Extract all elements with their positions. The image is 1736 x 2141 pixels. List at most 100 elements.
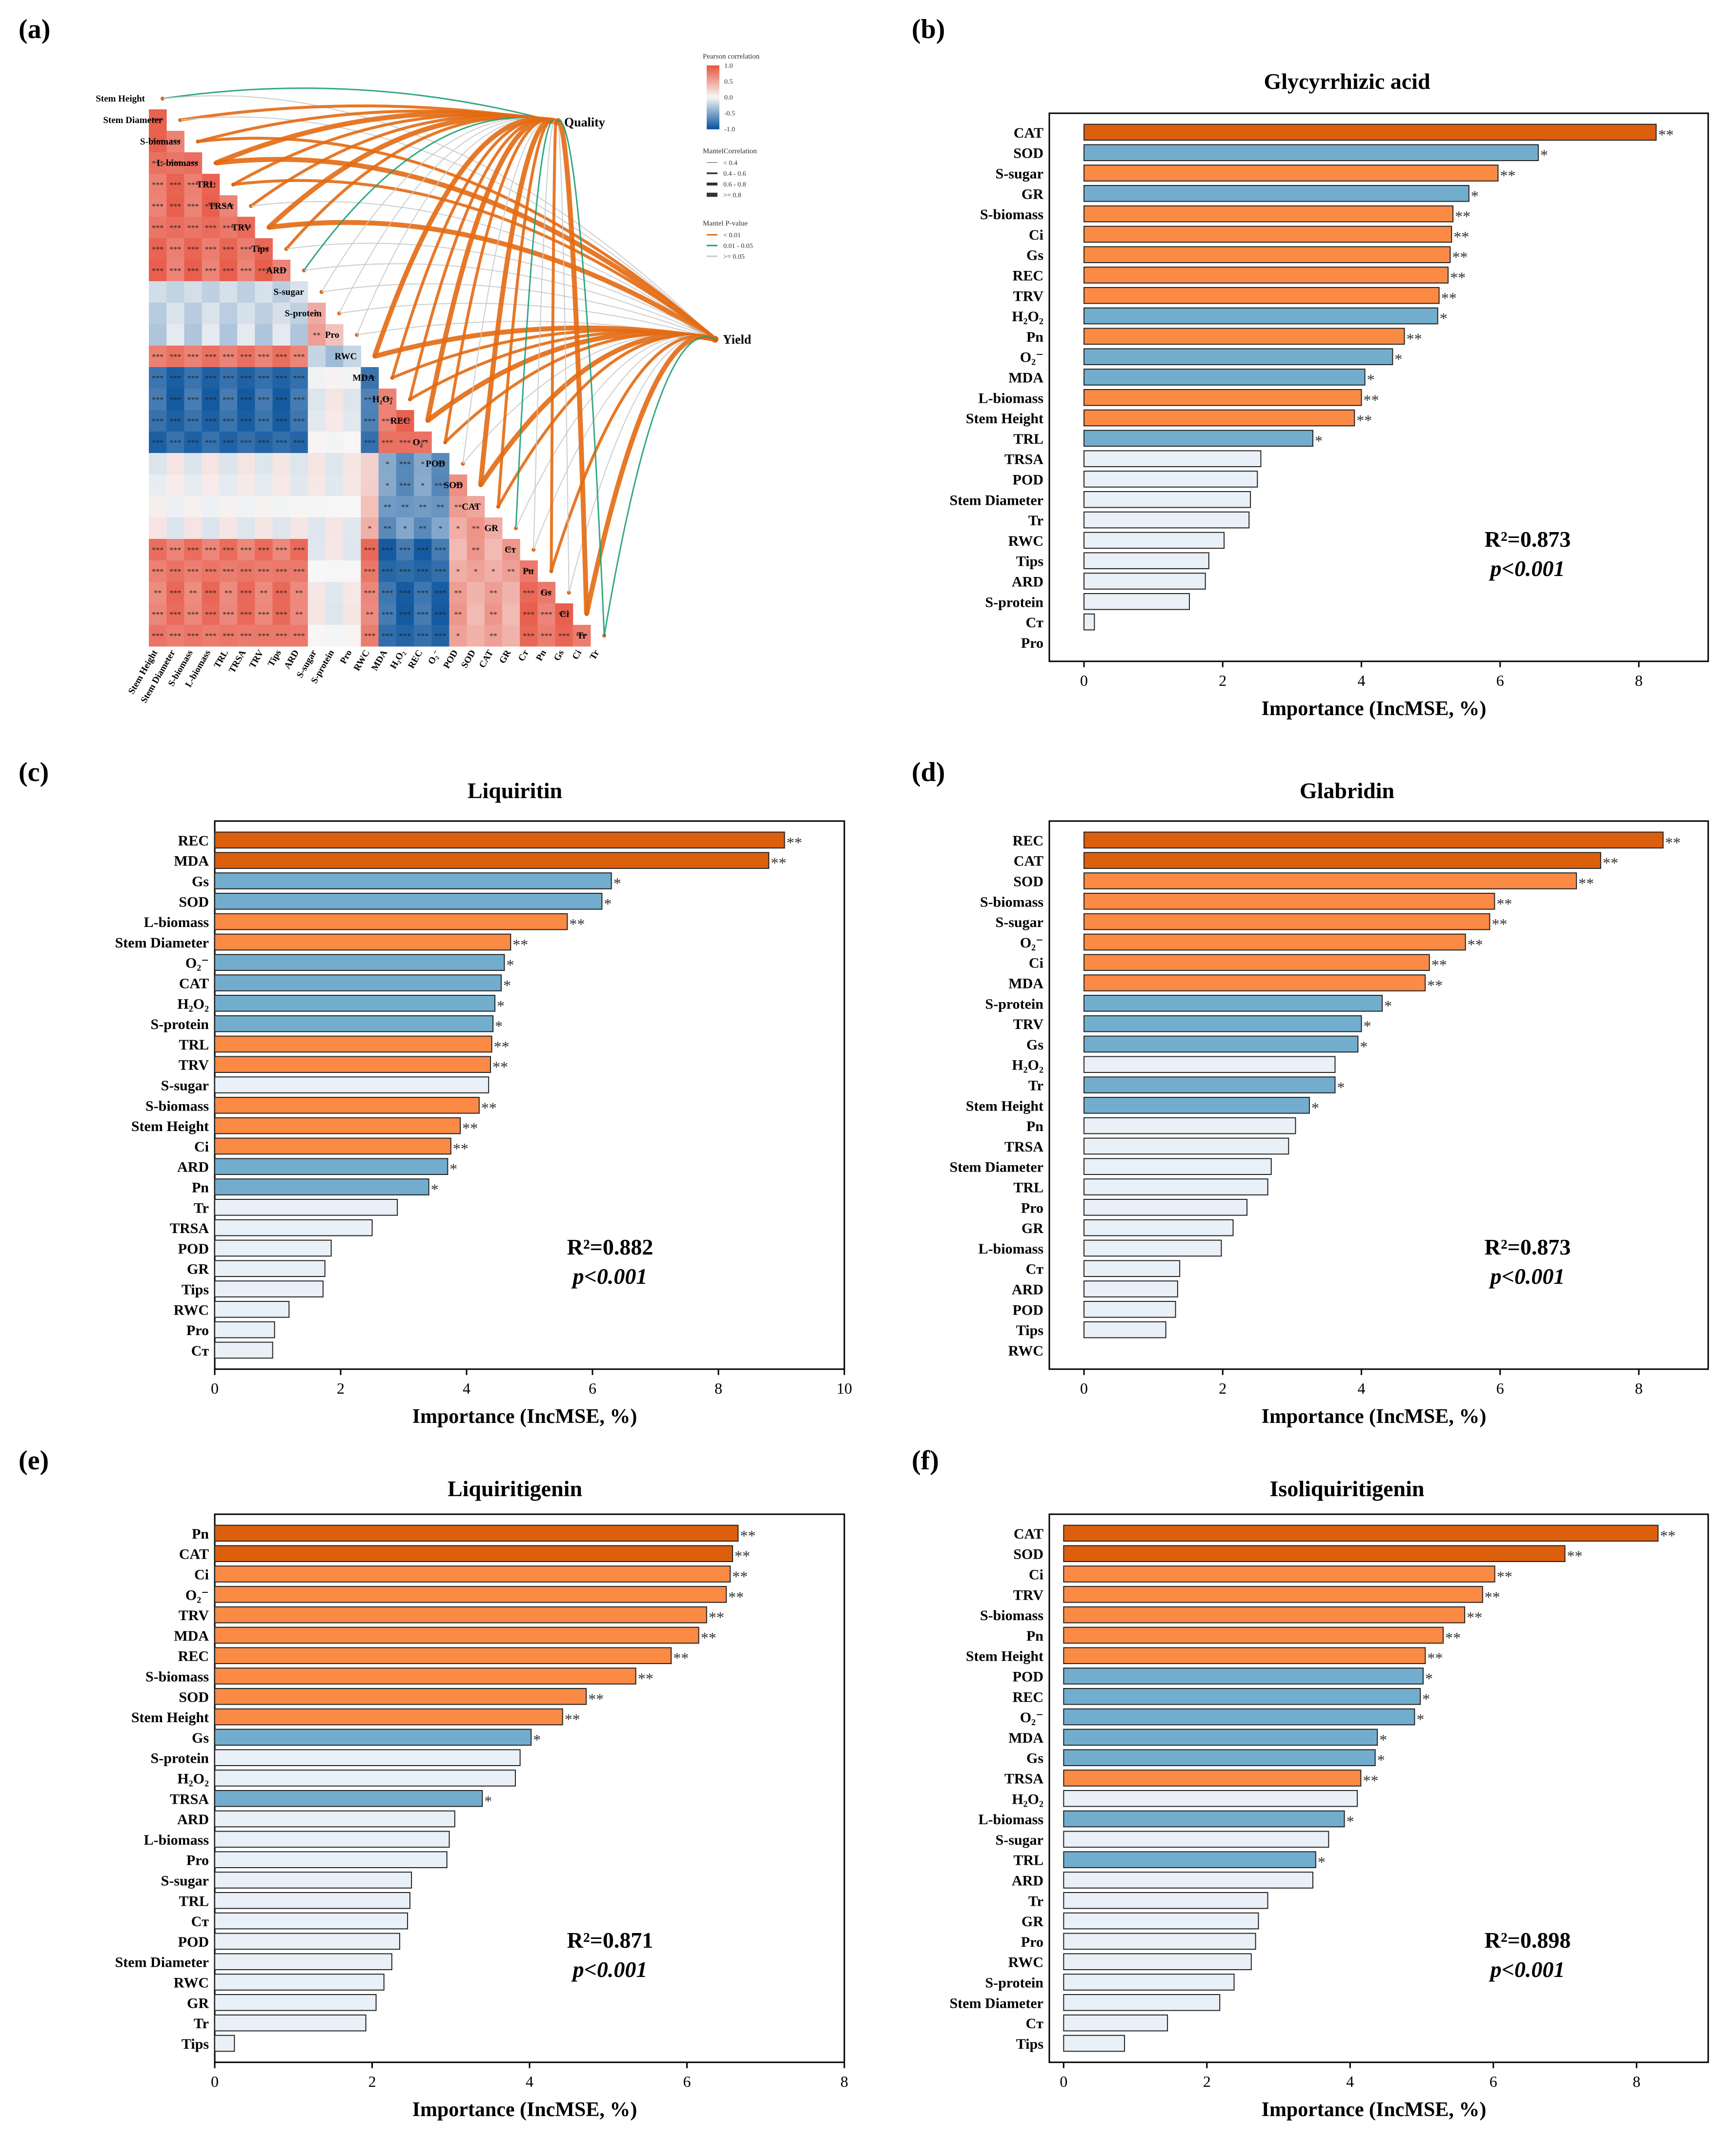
liquiritigenin-category-label: Tr <box>194 2016 209 2032</box>
glabridin-bar-pro <box>1083 1198 1247 1216</box>
liquiritigenin-bar-s-biomass <box>214 1668 636 1685</box>
heatmap-cell-significance: *** <box>205 203 217 211</box>
liquiritin-r-squared: R²=0.882 <box>567 1235 654 1259</box>
heatmap-col-label: ARD <box>282 648 301 671</box>
liquiritin-bar-gr <box>214 1260 326 1277</box>
liquiritin-x-tick-label: 2 <box>337 1379 345 1397</box>
glabridin-significance-mark: ** <box>1665 834 1681 851</box>
heatmap-cell-significance: *** <box>276 417 287 426</box>
liquiritigenin-category-label: TRSA <box>170 1791 209 1807</box>
isoliquiritigenin-significance-mark: ** <box>1363 1772 1378 1790</box>
heatmap-cell <box>149 174 167 196</box>
heatmap-cell-significance: *** <box>523 589 534 597</box>
heatmap-cell <box>307 560 326 582</box>
heatmap-cell-significance: * <box>456 525 460 533</box>
heatmap-cell <box>449 517 468 539</box>
isoliquiritigenin-x-tick-label: 8 <box>1633 2073 1640 2090</box>
heatmap-cell-significance: *** <box>152 611 163 619</box>
heatmap-cell-significance: *** <box>558 611 570 619</box>
heatmap-cell-significance: ** <box>507 568 515 576</box>
isoliquiritigenin-bar-stem-height <box>1063 1647 1426 1665</box>
heatmap-cell <box>502 603 520 625</box>
liquiritin-bar-tr <box>214 1198 398 1216</box>
heatmap-cell <box>237 432 255 453</box>
heatmap-cell-significance: *** <box>417 632 429 640</box>
legend-gradient-step <box>707 119 719 122</box>
heatmap-cell-significance: ** <box>401 503 409 512</box>
heatmap-cell <box>414 603 432 625</box>
legend-gradient-step <box>707 97 719 100</box>
heatmap-cell <box>414 539 432 561</box>
heatmap-cell <box>219 346 238 368</box>
heatmap-cell-significance: *** <box>169 246 181 254</box>
heatmap-cell <box>202 238 220 260</box>
heatmap-cell <box>396 603 414 625</box>
heatmap-cell <box>502 560 520 582</box>
glabridin-bar-pn <box>1083 1117 1296 1134</box>
legend-gradient-step <box>707 122 719 124</box>
heatmap-cell <box>361 453 379 475</box>
heatmap-cell <box>467 560 485 582</box>
heatmap-cell <box>326 625 344 647</box>
glabridin-significance-mark: * <box>1311 1099 1319 1116</box>
heatmap-cell-significance: * <box>421 482 425 490</box>
heatmap-cell-significance: *** <box>205 546 217 555</box>
isoliquiritigenin-category-label: Pro <box>1021 1934 1043 1950</box>
liquiritin-bar-s-protein <box>214 1015 494 1032</box>
glycyrrhizic-acid-significance-mark: * <box>1367 371 1375 389</box>
heatmap-cell-significance: *** <box>276 374 287 383</box>
heatmap-cell <box>307 432 326 453</box>
heatmap-cell <box>166 560 184 582</box>
heatmap-cell <box>272 603 291 625</box>
liquiritin-category-label: S-sugar <box>161 1078 209 1094</box>
heatmap-cell-significance: *** <box>541 611 552 619</box>
heatmap-cell-significance: *** <box>152 224 163 232</box>
heatmap-cell <box>237 367 255 389</box>
heatmap-cell <box>414 517 432 539</box>
mantel-target-yield: Yield <box>723 332 752 347</box>
heatmap-cell <box>237 281 255 303</box>
glycyrrhizic-acid-x-tick-label: 6 <box>1496 672 1504 689</box>
heatmap-cell-significance: * <box>456 568 460 576</box>
heatmap-cell <box>361 474 379 496</box>
heatmap-cell <box>343 517 361 539</box>
heatmap-cell <box>290 560 308 582</box>
heatmap-cell-significance: *** <box>258 632 269 640</box>
glycyrrhizic-acid-bar-rec <box>1083 267 1449 284</box>
legend-gradient-step <box>707 90 719 93</box>
heatmap-cell-significance: *** <box>293 396 305 404</box>
liquiritigenin-bar-trl <box>214 1892 410 1909</box>
heatmap-cell <box>396 432 414 453</box>
glabridin-significance-mark: ** <box>1496 895 1512 912</box>
heatmap-cell-significance: *** <box>169 417 181 426</box>
heatmap-cell <box>502 625 520 647</box>
heatmap-cell <box>166 410 184 432</box>
liquiritigenin-bar-l-biomass <box>214 1831 450 1848</box>
liquiritigenin-category-label: Gs <box>192 1730 209 1746</box>
heatmap-cell <box>378 625 397 647</box>
liquiritigenin-category-label: TRV <box>179 1607 209 1624</box>
heatmap-cell <box>149 303 167 325</box>
heatmap-cell <box>219 582 238 604</box>
heatmap-cell-significance: ** <box>384 503 391 512</box>
glabridin-plot-frame <box>1048 820 1709 1370</box>
liquiritigenin-title: Liquiritigenin <box>448 1476 582 1501</box>
heatmap-cell-significance: *** <box>169 374 181 383</box>
legend-gradient-step <box>707 126 719 129</box>
isoliquiritigenin-bar-tips <box>1063 2035 1125 2052</box>
heatmap-cell <box>290 367 308 389</box>
glabridin-bar-ci <box>1083 954 1430 971</box>
legend-pearson-tick: 0.0 <box>724 94 733 102</box>
heatmap-cell <box>237 324 255 346</box>
heatmap-cell-significance: *** <box>258 267 269 275</box>
heatmap-cell <box>166 496 184 518</box>
heatmap-cell <box>149 324 167 346</box>
glycyrrhizic-acid-bar-stem-height <box>1083 409 1355 427</box>
heatmap-cell <box>149 474 167 496</box>
heatmap-cell-significance: *** <box>293 546 305 555</box>
glycyrrhizic-acid-category-label: TRV <box>1013 288 1044 304</box>
heatmap-cell-significance: *** <box>169 589 181 597</box>
heatmap-cell <box>166 260 184 282</box>
heatmap-cell-significance: *** <box>152 267 163 275</box>
heatmap-cell <box>166 324 184 346</box>
